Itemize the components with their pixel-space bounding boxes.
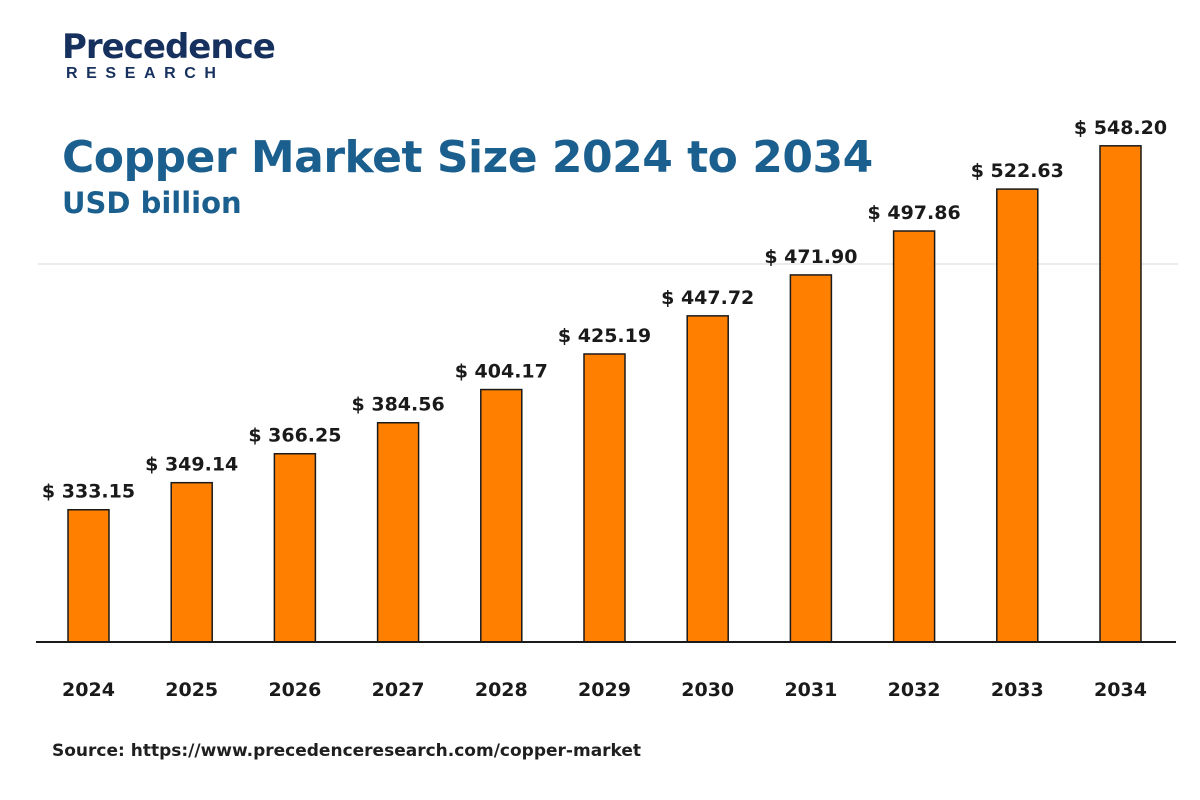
x-tick-label-2033: 2033	[991, 679, 1044, 701]
data-label-2025: $ 349.14	[145, 454, 238, 476]
logo-wordmark: Precedence	[62, 27, 276, 67]
brand-logo: Precedence RESEARCH	[62, 27, 276, 83]
bar-2034	[1099, 145, 1142, 643]
data-label-2028: $ 404.17	[455, 361, 548, 383]
x-tick-label-2030: 2030	[681, 679, 734, 701]
bar-2027	[376, 421, 420, 643]
logo-subtext: RESEARCH	[66, 65, 225, 82]
chart-subtitle: USD billion	[62, 186, 242, 220]
data-label-2033: $ 522.63	[971, 160, 1064, 182]
bar-2028	[480, 388, 523, 643]
data-label-2029: $ 425.19	[558, 325, 651, 347]
bar-2029	[583, 353, 626, 643]
bar-2032	[892, 230, 936, 643]
bar-2030	[686, 315, 729, 643]
x-tick-label-2034: 2034	[1094, 679, 1147, 701]
bar-2025	[170, 481, 213, 643]
bar-2031	[789, 274, 833, 643]
x-tick-label-2029: 2029	[578, 679, 631, 701]
x-tick-label-2026: 2026	[268, 679, 321, 701]
chart-title: Copper Market Size 2024 to 2034	[62, 132, 873, 183]
data-label-2034: $ 548.20	[1074, 117, 1167, 139]
data-label-2031: $ 471.90	[764, 246, 857, 268]
data-label-2027: $ 384.56	[352, 394, 445, 416]
bar-2026	[273, 452, 317, 643]
data-label-2024: $ 333.15	[42, 481, 135, 503]
source-note: Source: https://www.precedenceresearch.c…	[52, 741, 642, 761]
x-tick-label-2028: 2028	[475, 679, 528, 701]
data-label-2026: $ 366.25	[248, 425, 341, 447]
x-tick-label-2031: 2031	[784, 679, 837, 701]
bar-2024	[67, 508, 110, 643]
x-tick-label-2027: 2027	[372, 679, 425, 701]
data-label-2030: $ 447.72	[661, 287, 754, 309]
x-tick-label-2024: 2024	[62, 679, 115, 701]
x-tick-label-2032: 2032	[888, 679, 941, 701]
bar-2033	[996, 188, 1039, 643]
x-tick-label-2025: 2025	[165, 679, 218, 701]
data-label-2032: $ 497.86	[868, 202, 961, 224]
